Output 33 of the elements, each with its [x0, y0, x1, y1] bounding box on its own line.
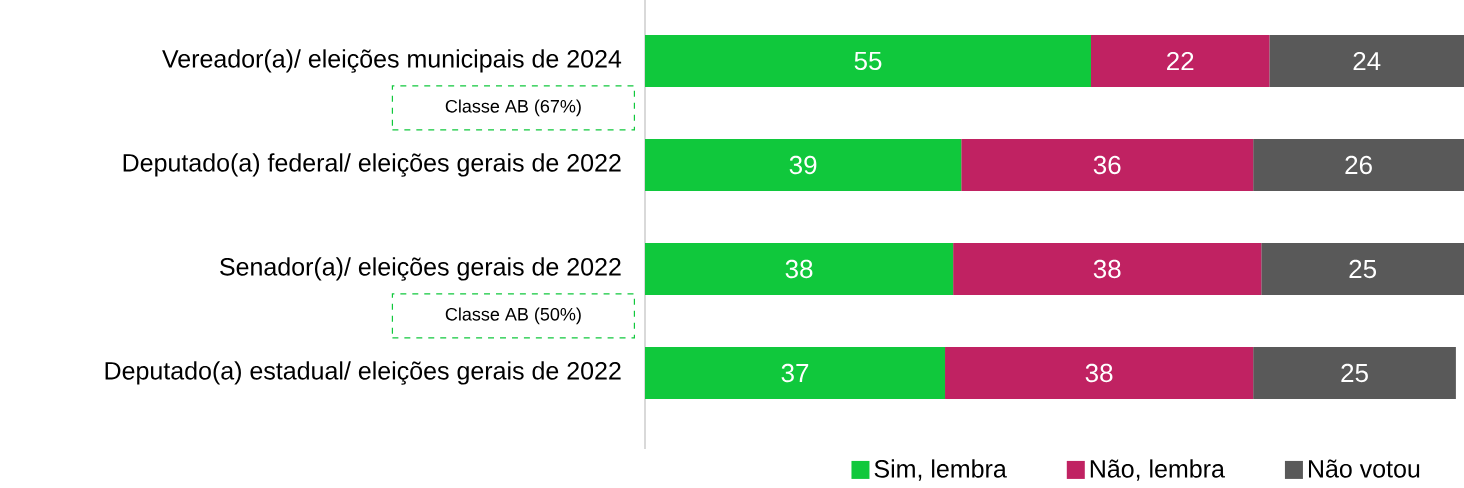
- legend-label: Sim, lembra: [874, 459, 1007, 481]
- data-label: 38: [1093, 259, 1121, 278]
- data-label: 24: [1353, 51, 1381, 70]
- y-tick-label: Senador(a)/ eleições gerais de 2022: [220, 257, 621, 281]
- bar: [645, 34, 1091, 87]
- data-label: 38: [785, 259, 813, 278]
- bar: [645, 138, 962, 191]
- bar: [1269, 34, 1464, 87]
- y-tick-label: Deputado(a) estadual/ eleições gerais de 2022: [105, 361, 621, 385]
- data-label: 38: [1085, 363, 1113, 382]
- bar: [645, 346, 946, 399]
- bar: [645, 242, 954, 295]
- data-label: 37: [781, 363, 809, 382]
- data-label: 22: [1167, 51, 1194, 70]
- data-label: 26: [1345, 155, 1372, 174]
- y-tick-label: Vereador(a)/ eleições municipais de 2024: [162, 49, 622, 73]
- bar: [1253, 346, 1456, 399]
- data-label: 25: [1341, 363, 1368, 382]
- bar: [1090, 34, 1270, 87]
- bar: [945, 346, 1254, 399]
- legend-label: Não votou: [1308, 459, 1420, 478]
- bar: [1261, 242, 1464, 295]
- y-tick-label: Deputado(a) federal/ eleições gerais de 2022: [123, 153, 621, 177]
- bar: [1253, 138, 1464, 191]
- data-label: 55: [854, 51, 882, 70]
- data-label: 39: [789, 155, 817, 174]
- bar: [961, 138, 1254, 191]
- text: Classe AB (50%): [445, 307, 581, 324]
- data-label: 36: [1093, 155, 1121, 174]
- text: Classe AB (67%): [445, 99, 581, 116]
- bar: [953, 242, 1262, 295]
- data-label: 25: [1349, 259, 1377, 278]
- legend-label: Não, lembra: [1090, 459, 1225, 481]
